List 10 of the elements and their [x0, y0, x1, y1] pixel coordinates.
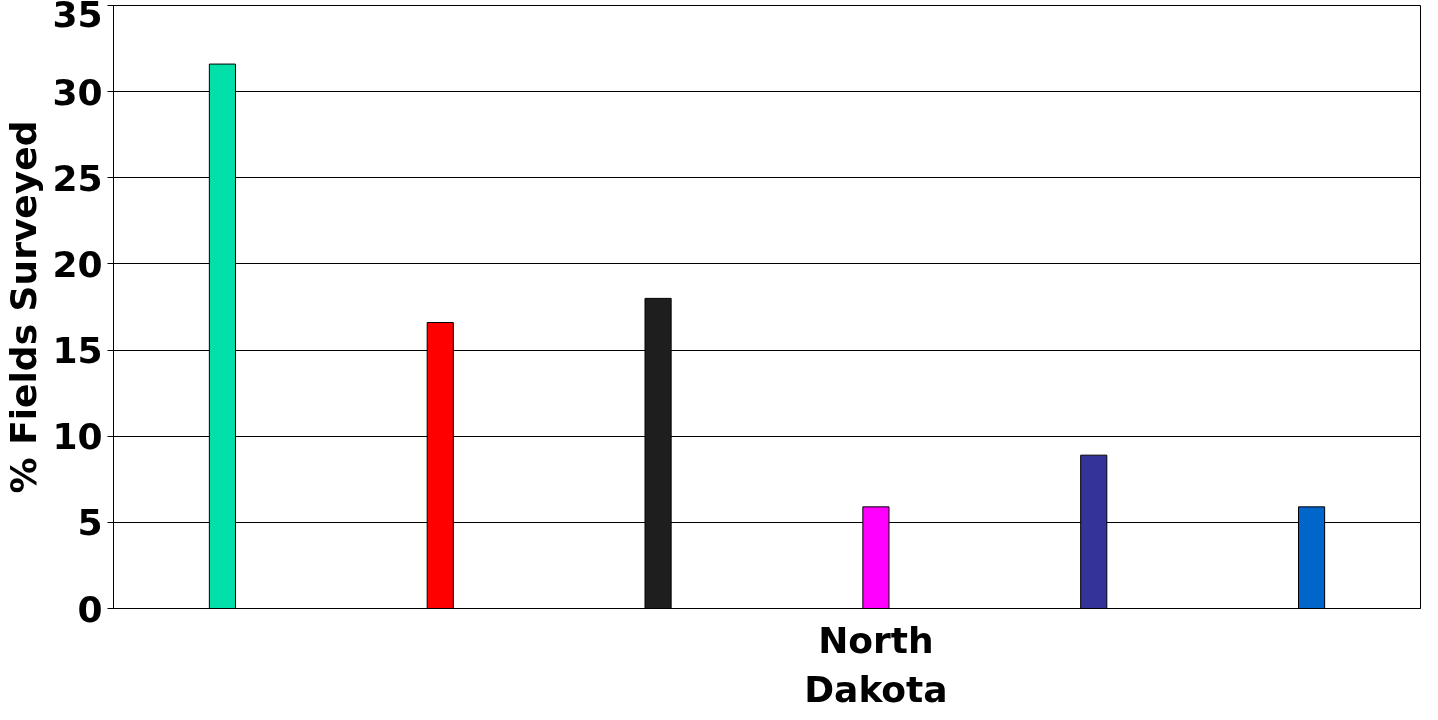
y-axis-title: % Fields Surveyed — [3, 120, 45, 494]
y-tick-label: 10 — [52, 416, 103, 458]
y-tick-label: 0 — [77, 588, 103, 630]
y-tick-label: 25 — [52, 157, 103, 199]
y-tick-label: 30 — [52, 71, 103, 113]
y-tick-label: 5 — [77, 502, 103, 544]
x-tick-label: North Dakota — [804, 619, 948, 710]
y-tick-label: 35 — [52, 0, 103, 35]
y-tick-label: 15 — [52, 330, 103, 372]
y-tick-label: 20 — [52, 243, 103, 285]
